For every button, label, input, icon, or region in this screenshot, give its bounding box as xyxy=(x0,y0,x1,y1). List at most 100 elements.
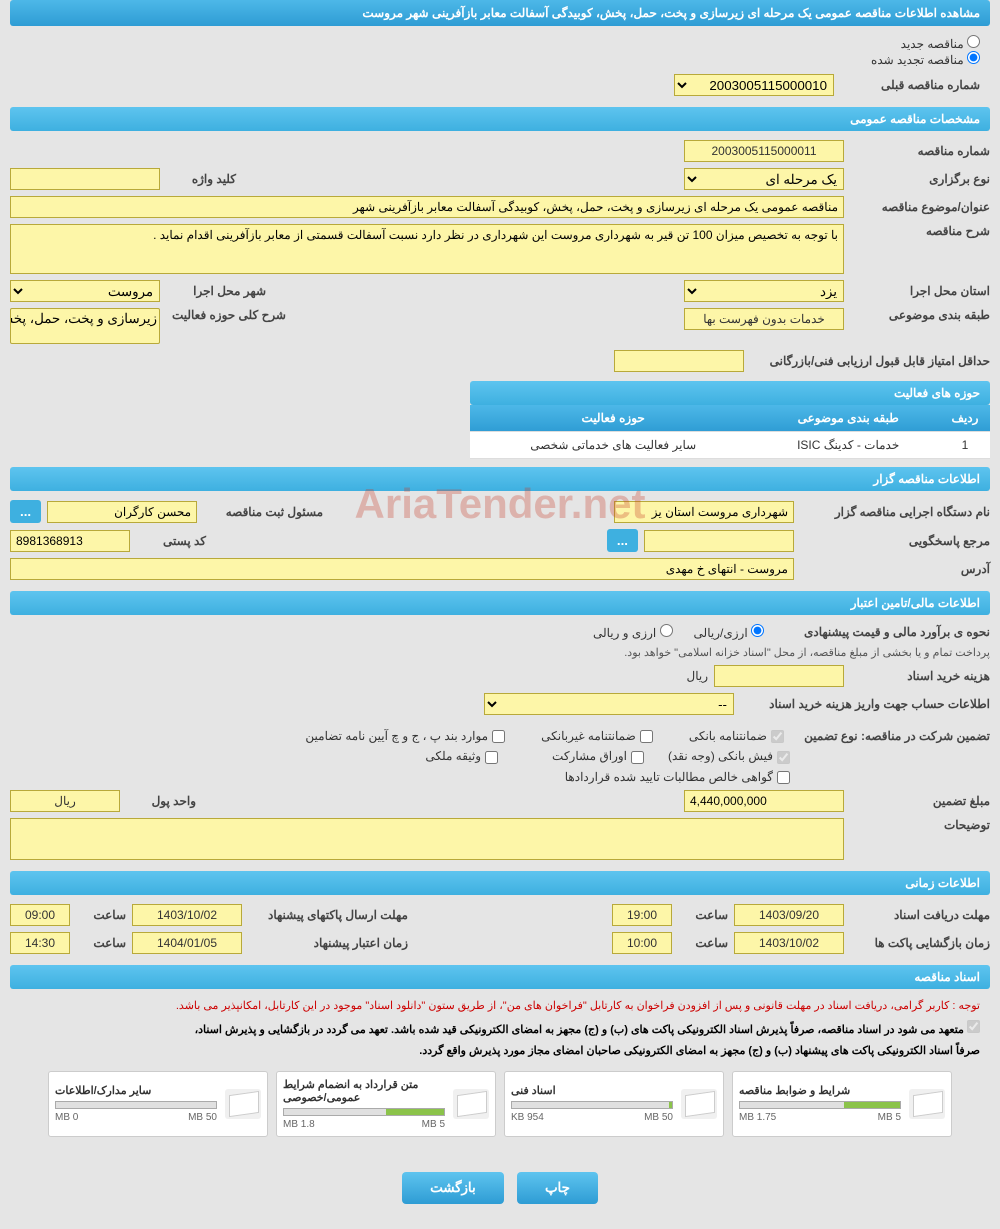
city-select[interactable]: مروست xyxy=(10,280,160,302)
file-cap: 5 MB xyxy=(878,1112,901,1123)
file-cap: 50 MB xyxy=(644,1112,673,1123)
province-select[interactable]: یزد xyxy=(684,280,844,302)
open-date: 1403/10/02 xyxy=(734,932,844,954)
g1-label: ضمانتنامه بانکی xyxy=(689,729,784,743)
g4-cb xyxy=(777,751,790,764)
number-value: 2003005115000011 xyxy=(684,140,844,162)
status-renewed-radio[interactable] xyxy=(967,51,980,64)
category-label: طبقه بندی موضوعی xyxy=(850,308,990,322)
g5-label: اوراق مشارکت xyxy=(552,749,644,763)
g7-cb[interactable] xyxy=(777,771,790,784)
estimate-label: نحوه ی برآورد مالی و قیمت پیشنهادی xyxy=(770,625,990,639)
g4-label: فیش بانکی (وجه نقد) xyxy=(668,749,790,763)
open-label: زمان بازگشایی پاکت ها xyxy=(850,936,990,950)
send-date: 1403/10/02 xyxy=(132,904,242,926)
activity-title: حوزه های فعالیت xyxy=(470,381,990,405)
print-button[interactable]: چاپ xyxy=(517,1172,598,1204)
black-note1: متعهد می شود در اسناد مناقصه، صرفاً پذیر… xyxy=(10,1016,990,1040)
progress-bar xyxy=(283,1108,445,1116)
notes-label: توضیحات xyxy=(850,818,990,832)
send-time: 09:00 xyxy=(10,904,70,926)
responder-input[interactable] xyxy=(644,530,794,552)
rial-unit: ریال xyxy=(686,669,708,683)
section-docs: اسناد مناقصه xyxy=(10,965,990,989)
open-time: 10:00 xyxy=(612,932,672,954)
folder-icon xyxy=(681,1089,717,1119)
province-label: استان محل اجرا xyxy=(850,284,990,298)
g3-cb[interactable] xyxy=(492,730,505,743)
minscore-input[interactable] xyxy=(614,350,744,372)
scope-select[interactable]: زیرسازی و پخت، حمل، پخش، کوبیدگی آسفالت xyxy=(10,308,160,344)
file-card[interactable]: شرایط و ضوابط مناقصه 5 MB 1.75 MB xyxy=(732,1071,952,1137)
responder-lookup-button[interactable]: ... xyxy=(607,529,638,552)
progress-bar xyxy=(55,1101,217,1109)
status-renewed-label: مناقصه تجدید شده xyxy=(871,53,980,67)
g7-label: گواهی خالص مطالبات تایید شده قراردادها xyxy=(565,770,790,784)
type-select[interactable]: یک مرحله ای xyxy=(684,168,844,190)
postal-input[interactable] xyxy=(10,530,130,552)
registrar-label: مسئول ثبت مناقصه xyxy=(203,505,323,519)
file-title: متن قرارداد به انضمام شرایط عمومی/خصوصی xyxy=(283,1078,445,1104)
currency-radio2[interactable] xyxy=(660,624,673,637)
keyword-label: کلید واژه xyxy=(166,172,236,186)
file-used: 1.75 MB xyxy=(739,1112,776,1123)
activity-table: ردیف طبقه بندی موضوعی حوزه فعالیت 1 خدما… xyxy=(470,405,990,459)
desc-textarea[interactable]: با توجه به تخصیص میزان 100 تن قیر به شهر… xyxy=(10,224,844,274)
col-scope: حوزه فعالیت xyxy=(470,405,756,432)
guarantee-intro: تضمین شرکت در مناقصه: نوع تضمین xyxy=(790,729,990,743)
file-cap: 5 MB xyxy=(422,1119,445,1130)
g2-cb[interactable] xyxy=(640,730,653,743)
g3-label: موارد بند پ ، ج و چ آیین نامه تضامین xyxy=(305,729,505,743)
file-title: شرایط و ضوابط مناقصه xyxy=(739,1084,901,1097)
file-cap: 50 MB xyxy=(188,1112,217,1123)
file-card[interactable]: اسناد فنی 50 MB 954 KB xyxy=(504,1071,724,1137)
file-title: اسناد فنی xyxy=(511,1084,673,1097)
keyword-input[interactable] xyxy=(10,168,160,190)
commit-cb xyxy=(967,1020,980,1033)
page-title: مشاهده اطلاعات مناقصه عمومی یک مرحله ای … xyxy=(10,0,990,26)
type-label: نوع برگزاری xyxy=(850,172,990,186)
folder-icon xyxy=(453,1089,489,1119)
prev-number-label: شماره مناقصه قبلی xyxy=(840,78,980,92)
doccost-input[interactable] xyxy=(714,665,844,687)
number-label: شماره مناقصه xyxy=(850,144,990,158)
registrar-input[interactable] xyxy=(47,501,197,523)
file-card[interactable]: سایر مدارک/اطلاعات50 MB0 MB xyxy=(48,1071,268,1137)
agency-input[interactable] xyxy=(614,501,794,523)
folder-icon xyxy=(909,1089,945,1119)
folder-icon xyxy=(225,1089,261,1119)
currency-opt1: ارزی/ریالی xyxy=(694,624,764,640)
status-new-radio[interactable] xyxy=(967,35,980,48)
category-value: خدمات بدون فهرست بها xyxy=(684,308,844,330)
g5-cb[interactable] xyxy=(631,751,644,764)
section-general: مشخصات مناقصه عمومی xyxy=(10,107,990,131)
account-select[interactable]: -- xyxy=(484,693,734,715)
g2-label: ضمانتنامه غیربانکی xyxy=(541,729,653,743)
subject-input[interactable] xyxy=(10,196,844,218)
currency-opt2: ارزی و ریالی xyxy=(593,624,673,640)
prev-number-select[interactable]: 2003005115000010 xyxy=(674,74,834,96)
scope-label: شرح کلی حوزه فعالیت xyxy=(166,308,286,322)
progress-bar xyxy=(511,1101,673,1109)
postal-label: کد پستی xyxy=(136,534,206,548)
time-label-1: ساعت xyxy=(678,908,728,922)
amount-input[interactable] xyxy=(684,790,844,812)
subject-label: عنوان/موضوع مناقصه xyxy=(850,200,990,214)
unit-value: ریال xyxy=(10,790,120,812)
file-card[interactable]: متن قرارداد به انضمام شرایط عمومی/خصوصی 5… xyxy=(276,1071,496,1137)
responder-label: مرجع پاسخگویی xyxy=(800,534,990,548)
receive-label: مهلت دریافت اسناد xyxy=(850,908,990,922)
status-new-label: مناقصه جدید xyxy=(901,37,980,51)
notes-textarea[interactable] xyxy=(10,818,844,860)
registrar-lookup-button[interactable]: ... xyxy=(10,500,41,523)
file-used: 0 MB xyxy=(55,1112,78,1123)
address-input[interactable] xyxy=(10,558,794,580)
red-note: توجه : کاربر گرامی، دریافت اسناد در مهلت… xyxy=(10,995,990,1016)
currency-radio1[interactable] xyxy=(751,624,764,637)
back-button[interactable]: بازگشت xyxy=(402,1172,504,1204)
time-label-4: ساعت xyxy=(76,936,126,950)
g6-cb[interactable] xyxy=(485,751,498,764)
treasury-note: پرداخت تمام و یا بخشی از مبلغ مناقصه، از… xyxy=(624,646,990,659)
file-used: 954 KB xyxy=(511,1112,544,1123)
section-financial: اطلاعات مالی/تامین اعتبار xyxy=(10,591,990,615)
